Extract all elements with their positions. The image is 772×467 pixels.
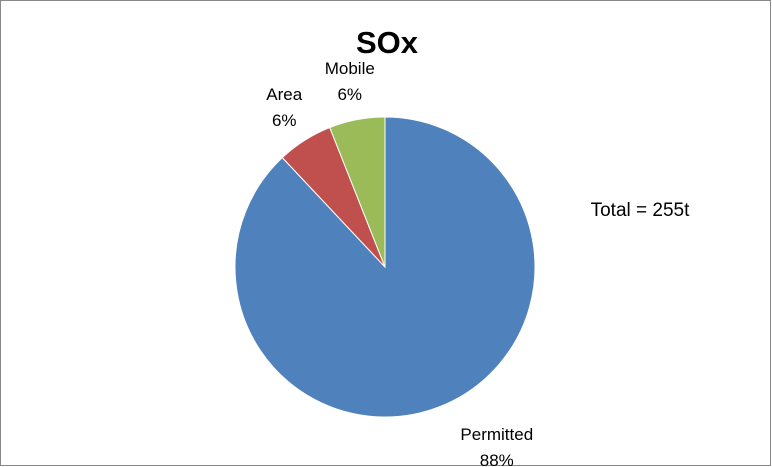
slice-label: Area: [266, 85, 302, 104]
slice-label: Mobile: [325, 59, 375, 78]
chart-title: SOx: [356, 25, 419, 60]
annotation: Total = 255t: [591, 200, 690, 221]
slice-label: Permitted: [460, 425, 533, 444]
slice-value-label: 6%: [272, 111, 297, 130]
slice-value-label: 6%: [337, 85, 362, 104]
pie-slice: [329, 116, 386, 268]
slice-value-label: 88%: [480, 451, 514, 467]
pie-slice: [234, 116, 536, 418]
